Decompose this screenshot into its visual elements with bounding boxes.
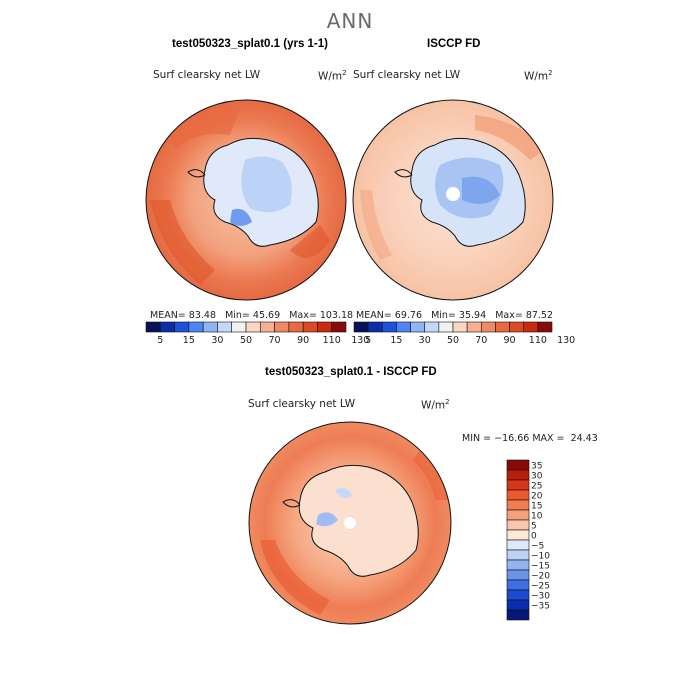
colorbar-swatch — [396, 321, 411, 333]
colorbar-tick-label: 30 — [531, 472, 543, 482]
panel3-units: W/m2 — [421, 398, 450, 412]
colorbar-swatch — [217, 321, 233, 333]
colorbar-tick-label: 110 — [323, 335, 341, 346]
panel1-colorbar: 5 15 30 50 70 90 110 130 — [145, 321, 369, 346]
colorbar-swatch — [317, 321, 333, 333]
colorbar-swatch — [509, 321, 525, 333]
panel1-units: W/m2 — [318, 69, 347, 83]
colorbar-tick-label: 10 — [531, 512, 543, 522]
figure-title: ANN — [326, 9, 374, 33]
colorbar-swatch — [202, 321, 218, 333]
colorbar-tick-label: 90 — [504, 335, 516, 346]
colorbar-swatch — [188, 321, 204, 333]
colorbar-tick-label: −20 — [531, 572, 550, 582]
colorbar-tick-label: −10 — [531, 552, 550, 562]
colorbar-swatch — [506, 519, 530, 531]
colorbar-swatch — [506, 499, 530, 511]
colorbar-tick-label: 25 — [531, 482, 542, 492]
colorbar-swatch — [145, 321, 161, 333]
colorbar-tick-label: 130 — [557, 335, 575, 346]
colorbar-tick-label: 15 — [531, 502, 542, 512]
colorbar-tick-label: 5 — [531, 522, 537, 532]
colorbar-swatch — [506, 489, 530, 501]
colorbar-swatch — [288, 321, 304, 333]
colorbar-tick-label: 5 — [365, 335, 371, 346]
panel1-map — [146, 100, 346, 300]
colorbar-tick-label: 30 — [419, 335, 431, 346]
colorbar-swatch — [506, 559, 530, 571]
panel2-title: ISCCP FD — [427, 38, 481, 50]
colorbar-swatch — [523, 321, 539, 333]
colorbar-swatch — [231, 321, 247, 333]
colorbar-tick-label: 15 — [183, 335, 195, 346]
panel1-title: test050323_splat0.1 (yrs 1-1) — [172, 38, 328, 50]
colorbar-swatch — [495, 321, 510, 333]
colorbar-tick-label: 110 — [529, 335, 547, 346]
colorbar-tick-label: −15 — [531, 562, 550, 572]
colorbar-swatch — [424, 321, 440, 333]
panel3-title: test050323_splat0.1 - ISCCP FD — [265, 366, 437, 378]
colorbar-tick-label: −25 — [531, 582, 550, 592]
panel2-variable: Surf clearsky net LW — [353, 69, 461, 81]
colorbar-tick-label: 20 — [531, 492, 543, 502]
colorbar-swatch — [506, 589, 530, 601]
colorbar-swatch — [506, 539, 530, 551]
colorbar-swatch — [506, 569, 530, 581]
colorbar-swatch — [466, 321, 482, 333]
panel3-stats: MIN = −16.66 MAX = 24.43 — [462, 433, 598, 444]
panel2-map — [353, 100, 553, 300]
panel3-map — [249, 422, 451, 624]
colorbar-tick-label: 130 — [351, 335, 369, 346]
colorbar-swatch — [506, 479, 530, 491]
panel1-variable: Surf clearsky net LW — [153, 69, 261, 81]
colorbar-tick-label: −5 — [531, 542, 544, 552]
colorbar-swatch — [353, 321, 369, 333]
colorbar-swatch — [159, 321, 175, 333]
colorbar-swatch — [452, 321, 468, 333]
colorbar-swatch — [506, 549, 530, 561]
colorbar-swatch — [331, 321, 347, 333]
colorbar-tick-label: 30 — [211, 335, 223, 346]
colorbar-tick-label: 15 — [390, 335, 402, 346]
colorbar-tick-label: 5 — [157, 335, 163, 346]
colorbar-swatch — [480, 321, 496, 333]
colorbar-swatch — [506, 529, 530, 541]
colorbar-swatch — [245, 321, 261, 333]
panel2-units: W/m2 — [524, 69, 553, 83]
colorbar-tick-label: 90 — [297, 335, 309, 346]
colorbar-tick-label: 50 — [240, 335, 252, 346]
colorbar-swatch — [537, 321, 553, 333]
colorbar-swatch — [506, 599, 530, 611]
colorbar-tick-label: −35 — [531, 602, 550, 612]
colorbar-tick-label: 50 — [447, 335, 459, 346]
colorbar-swatch — [259, 321, 275, 333]
colorbar-swatch — [506, 469, 530, 481]
colorbar-swatch — [506, 579, 530, 591]
panel2-colorbar: 5 15 30 50 70 90 110 130 — [353, 321, 575, 346]
colorbar-swatch — [506, 509, 530, 521]
colorbar-swatch — [274, 321, 290, 333]
panel3-variable: Surf clearsky net LW — [248, 398, 356, 410]
colorbar-tick-label: 70 — [269, 335, 281, 346]
colorbar-tick-label: −30 — [531, 592, 550, 602]
colorbar-swatch — [302, 321, 318, 333]
panel2-stats: MEAN= 69.76 Min= 35.94 Max= 87.52 — [356, 310, 554, 321]
colorbar-swatch — [410, 321, 426, 333]
colorbar-swatch — [506, 459, 530, 471]
colorbar-swatch — [438, 321, 454, 333]
colorbar-tick-label: 35 — [531, 462, 542, 472]
panel3-antarctica — [298, 464, 419, 577]
colorbar-swatch — [174, 321, 190, 333]
colorbar-tick-label: 0 — [531, 532, 537, 542]
colorbar-swatch — [367, 321, 383, 333]
panel1-stats: MEAN= 83.48 Min= 45.69 Max= 103.18 — [150, 310, 354, 321]
colorbar-swatch — [381, 321, 397, 333]
colorbar-tick-label: 70 — [475, 335, 487, 346]
colorbar-swatch — [506, 609, 530, 621]
